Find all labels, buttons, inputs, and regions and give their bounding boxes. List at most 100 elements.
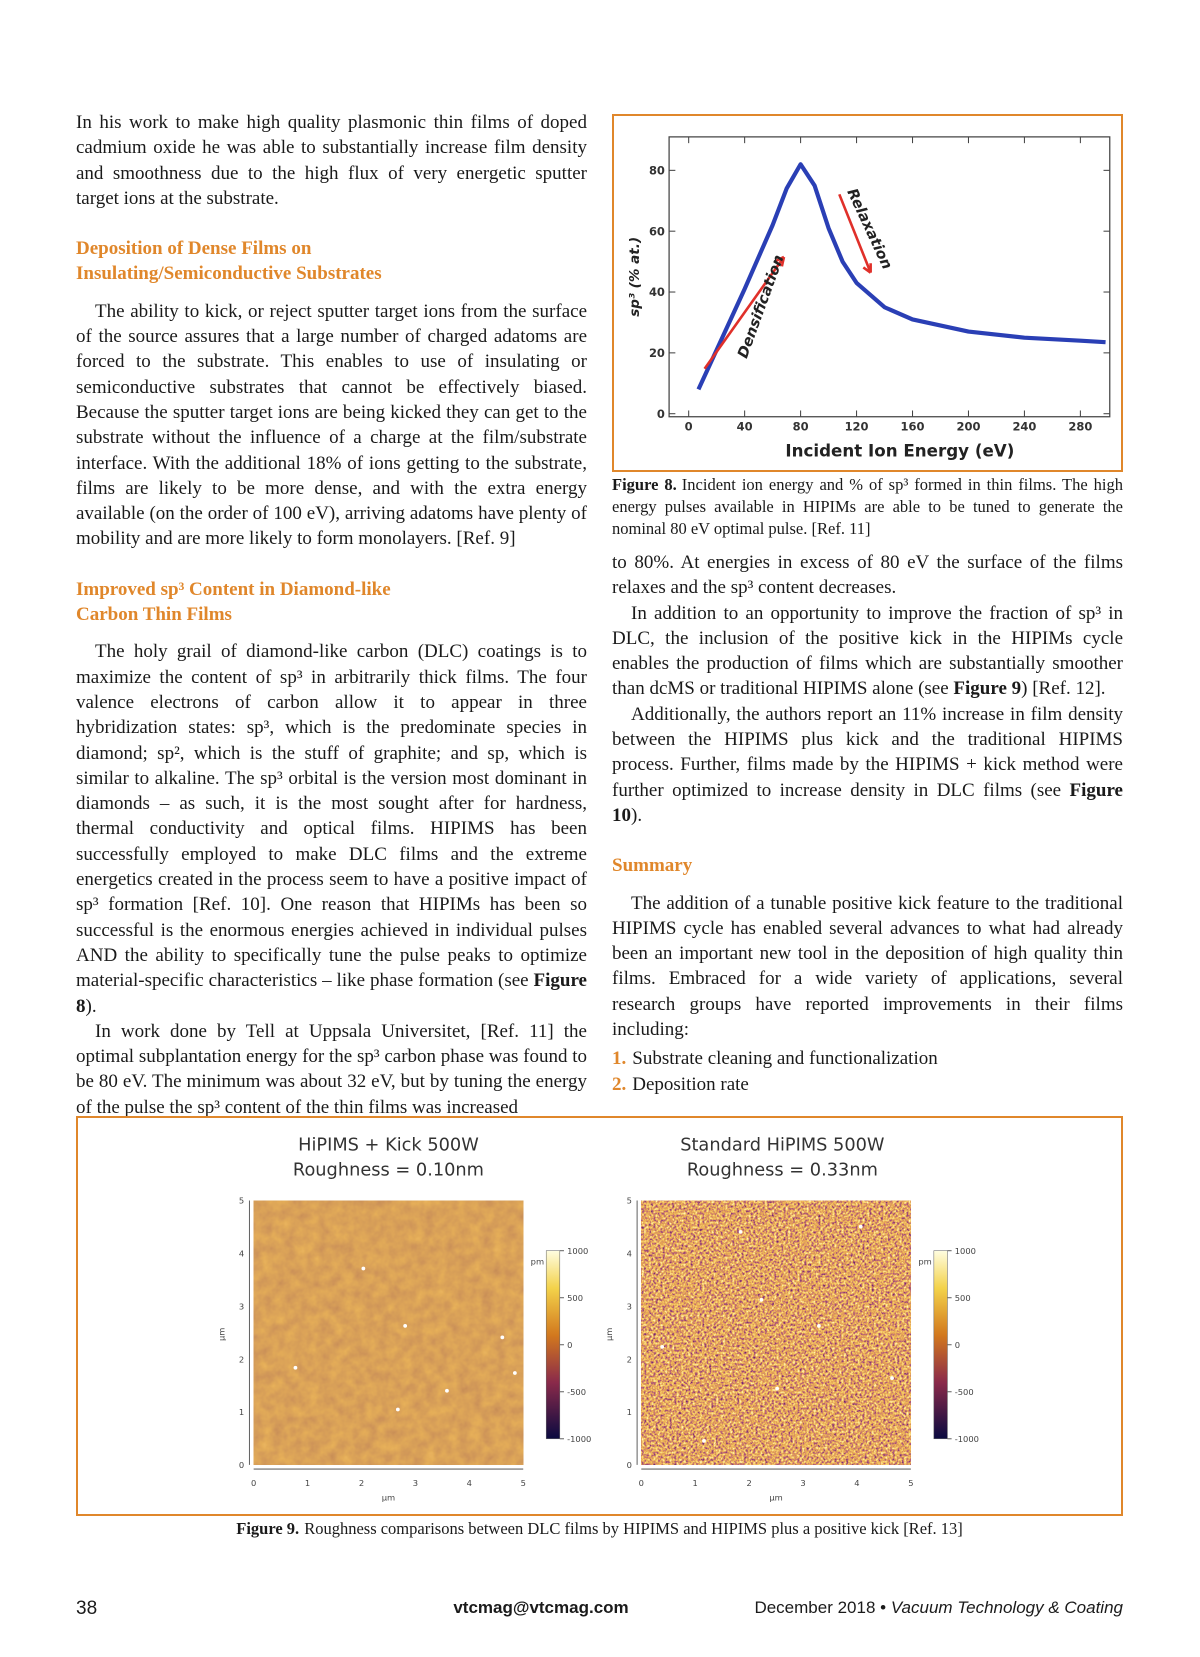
afm-feature — [500, 1335, 505, 1340]
x-tick-label: 3 — [413, 1478, 418, 1488]
heading-line: Improved sp³ Content in Diamond-like — [76, 578, 391, 600]
afm-feature — [293, 1365, 298, 1370]
x-tick-label: 240 — [1012, 419, 1036, 433]
y-tick-label: 3 — [627, 1301, 632, 1311]
list: 1. Substrate cleaning and functionalizati… — [612, 1046, 1123, 1097]
afm-feature — [759, 1297, 764, 1302]
x-tick-label: 5 — [521, 1478, 526, 1488]
afm-feature — [445, 1388, 449, 1393]
footer-info: December 2018 • Vacuum Technology & Coat… — [754, 1598, 1123, 1618]
colorbar-tick-label: 1000 — [955, 1246, 976, 1256]
colorbar-tick-label: 500 — [567, 1293, 583, 1303]
afm-feature — [512, 1371, 517, 1375]
afm-feature — [775, 1386, 780, 1391]
figure-8-caption: Figure 8. Incident ion energy and % of sp… — [612, 474, 1123, 540]
colorbar-tick-label: 500 — [955, 1293, 971, 1303]
x-tick-label: 80 — [793, 419, 809, 433]
y-axis-label: µm — [604, 1328, 614, 1341]
afm-image — [253, 1200, 524, 1465]
y-tick-label: 4 — [239, 1249, 244, 1259]
heading-line: Insulating/Semiconductive Substrates — [76, 263, 382, 285]
separator: • — [880, 1598, 887, 1617]
caption-label: Figure 8. — [612, 475, 677, 494]
afm-feature — [395, 1407, 400, 1412]
paragraph: In work done by Tell at Uppsala Universi… — [76, 1019, 587, 1120]
colorbar-tick-label: 1000 — [567, 1246, 588, 1256]
figure-8-chart: 0 40 80 120 160 200 240 280 0 20 40 60 80 Incident Io… — [627, 136, 1111, 460]
afm-feature — [738, 1230, 743, 1234]
list-text: Substrate cleaning and functionalization — [632, 1048, 938, 1070]
text-run: ). — [85, 995, 97, 1017]
y-tick-label: 60 — [649, 224, 665, 238]
x-tick-label: 5 — [908, 1478, 913, 1488]
right-column: to 80%. At energies in excess of 80 eV t… — [612, 550, 1123, 1097]
figure-9-images: HiPIMS + Kick 500W Roughness = 0.10nm 0 1 2 3… — [216, 1135, 979, 1502]
text-run: ) [Ref. 12]. — [1021, 678, 1106, 700]
colorbar-tick-label: 0 — [567, 1340, 572, 1350]
afm-feature — [817, 1324, 821, 1328]
afm-feature — [660, 1344, 665, 1349]
x-tick-label: 200 — [956, 419, 980, 433]
x-tick-label: 0 — [639, 1478, 644, 1488]
paragraph: In addition to an opportunity to improve… — [612, 601, 1123, 702]
section-heading: Summary — [612, 855, 693, 877]
x-tick-label: 120 — [845, 419, 869, 433]
figure-9-caption: Figure 9. Roughness comparisons between D… — [76, 1516, 1123, 1542]
list-number: 2. — [612, 1073, 627, 1095]
y-tick-label: 0 — [657, 407, 665, 421]
figure-9: HiPIMS + Kick 500W Roughness = 0.10nm 0 1 2 3… — [76, 1116, 1123, 1516]
text-run: The holy grail of diamond-like carbon (D… — [76, 641, 587, 992]
x-tick-label: 1 — [693, 1478, 698, 1488]
x-tick-label: 40 — [737, 419, 753, 433]
colorbar-tick-label: -1000 — [567, 1434, 591, 1444]
text-run: The addition of a tunable positive kick … — [612, 892, 1123, 1041]
figure-ref: Figure 10 — [612, 779, 1123, 826]
y-tick-label: 0 — [239, 1460, 244, 1470]
figure-ref: Figure 9 — [953, 678, 1022, 700]
caption-label: Figure 9. — [236, 1519, 300, 1538]
y-axis-label: µm — [216, 1328, 226, 1341]
heading-line: Carbon Thin Films — [76, 604, 232, 626]
paragraph: The addition of a tunable positive kick … — [612, 891, 1123, 1043]
figure-8: 0 40 80 120 160 200 240 280 0 20 40 60 80 Incident Io… — [612, 114, 1123, 472]
y-tick-label: 1 — [239, 1407, 244, 1417]
data-line — [696, 162, 1106, 391]
y-tick-label: 3 — [239, 1301, 244, 1311]
x-tick-label: 0 — [251, 1478, 256, 1488]
colorbar — [545, 1250, 561, 1440]
panel-roughness: Roughness = 0.10nm — [293, 1160, 484, 1180]
arrow — [838, 193, 872, 274]
text-run: In addition to an opportunity to improve… — [612, 602, 1123, 700]
colorbar-label: pm — [531, 1256, 544, 1266]
text-run: to 80%. At energies in excess of 80 eV t… — [612, 552, 1123, 599]
x-axis-label: µm — [382, 1492, 395, 1502]
colorbar-tick-label: -1000 — [955, 1434, 979, 1444]
y-tick-label: 1 — [627, 1407, 632, 1417]
colorbar-tick-label: 0 — [955, 1340, 960, 1350]
x-tick-label: 4 — [854, 1478, 859, 1488]
list-text: Deposition rate — [632, 1073, 749, 1095]
text-run: In his work to make high quality plasmon… — [76, 112, 587, 209]
paragraph: Additionally, the authors report an 11% … — [612, 702, 1123, 828]
y-tick-label: 40 — [649, 285, 665, 299]
y-tick-label: 20 — [649, 346, 665, 360]
x-tick-label: 160 — [901, 419, 925, 433]
x-tick-label: 280 — [1068, 419, 1092, 433]
y-tick-label: 0 — [627, 1460, 632, 1470]
annotation: Densification — [734, 253, 787, 361]
x-tick-label: 0 — [685, 419, 693, 433]
afm-feature — [361, 1266, 366, 1271]
arrow — [703, 255, 786, 370]
annotation: Relaxation — [843, 186, 895, 272]
panel-roughness: Roughness = 0.33nm — [687, 1160, 878, 1180]
y-tick-label: 4 — [627, 1249, 632, 1259]
y-tick-label: 80 — [649, 164, 665, 178]
afm-feature — [858, 1224, 863, 1229]
afm-feature — [403, 1324, 408, 1328]
text-run: The ability to kick, or reject sputter t… — [76, 300, 587, 550]
x-tick-label: 1 — [305, 1478, 310, 1488]
page-number: 38 — [76, 1598, 98, 1619]
section-heading: Improved sp³ Content in Diamond-like Carb… — [76, 577, 587, 628]
colorbar-tick-label: -500 — [567, 1387, 586, 1397]
